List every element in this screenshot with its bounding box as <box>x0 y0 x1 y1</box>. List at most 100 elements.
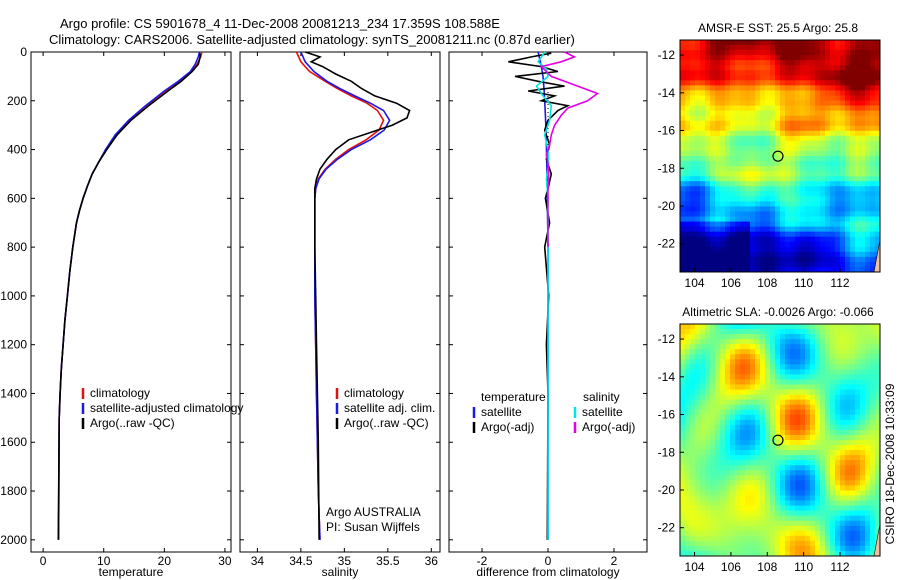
heatmap-cell <box>805 176 811 182</box>
heatmap-cell <box>810 120 816 127</box>
heatmap-cell <box>730 156 736 162</box>
heatmap-cell <box>740 455 746 461</box>
heatmap-cell <box>790 75 796 81</box>
heatmap-cell <box>870 176 876 182</box>
heatmap-cell <box>735 236 741 243</box>
heatmap-cell <box>865 445 871 451</box>
heatmap-cell <box>810 379 816 385</box>
heatmap-cell <box>865 485 871 491</box>
heatmap-cell <box>775 95 781 101</box>
heatmap-cell <box>765 181 771 187</box>
heatmap-cell <box>680 156 686 162</box>
heatmap-cell <box>870 475 876 481</box>
heatmap-cell <box>715 429 721 436</box>
heatmap-cell <box>835 429 841 436</box>
heatmap-cell <box>745 364 751 370</box>
heatmap-cell <box>790 440 796 446</box>
heatmap-cell <box>745 161 751 167</box>
heatmap-cell <box>770 455 776 461</box>
heatmap-cell <box>735 246 741 253</box>
heatmap-cell <box>800 261 806 268</box>
heatmap-cell <box>850 525 856 532</box>
heatmap-cell <box>695 545 701 552</box>
heatmap-cell <box>705 500 711 506</box>
heatmap-cell <box>750 475 756 481</box>
heatmap-cell <box>740 65 746 71</box>
heatmap-cell <box>800 206 806 212</box>
heatmap-cell <box>695 70 701 76</box>
heatmap-cell <box>825 344 831 350</box>
heatmap-cell <box>795 125 801 132</box>
heatmap-cell <box>710 125 716 132</box>
heatmap-cell <box>810 550 816 557</box>
heatmap-cell <box>785 150 791 157</box>
heatmap-cell <box>855 485 861 491</box>
heatmap-cell <box>835 55 841 61</box>
heatmap-cell <box>780 115 786 122</box>
heatmap-cell <box>730 404 736 411</box>
heatmap-cell <box>865 186 871 192</box>
heatmap-cell <box>725 110 731 117</box>
heatmap-cell <box>750 191 756 197</box>
heatmap-cell <box>715 216 721 222</box>
heatmap-cell <box>840 369 846 375</box>
heatmap-cell <box>840 545 846 552</box>
heatmap-cell <box>835 545 841 552</box>
heatmap-cell <box>830 490 836 496</box>
heatmap-cell <box>805 125 811 132</box>
heatmap-cell <box>815 256 821 263</box>
heatmap-cell <box>695 495 701 501</box>
heatmap-cell <box>680 256 686 263</box>
heatmap-cell <box>810 520 816 527</box>
heatmap-cell <box>775 196 781 202</box>
heatmap-cell <box>730 515 736 522</box>
heatmap-cell <box>770 500 776 506</box>
heatmap-cell <box>875 530 881 537</box>
heatmap-cell <box>725 429 731 436</box>
heatmap-cell <box>810 40 816 46</box>
heatmap-cell <box>850 135 856 142</box>
heatmap-cell <box>835 329 841 335</box>
heatmap-cell <box>690 429 696 436</box>
heatmap-cell <box>800 130 806 137</box>
heatmap-cell <box>765 495 771 501</box>
heatmap-cell <box>790 115 796 122</box>
heatmap-cell <box>725 256 731 263</box>
heatmap-cell <box>825 525 831 532</box>
heatmap-cell <box>830 540 836 547</box>
heatmap-cell <box>760 535 766 542</box>
heatmap-cell <box>745 226 751 233</box>
heatmap-cell <box>750 60 756 66</box>
heatmap-cell <box>735 40 741 46</box>
heatmap-cell <box>870 236 876 243</box>
heatmap-cell <box>805 545 811 552</box>
heatmap-cell <box>720 186 726 192</box>
heatmap-cell <box>755 334 761 340</box>
heatmap-cell <box>710 374 716 380</box>
heatmap-cell <box>860 510 866 517</box>
heatmap-cell <box>730 424 736 431</box>
heatmap-cell <box>860 211 866 217</box>
heatmap-cell <box>820 369 826 375</box>
y-tick-label: -16 <box>658 408 676 422</box>
heatmap-cell <box>815 150 821 157</box>
heatmap-cell <box>820 424 826 431</box>
heatmap-cell <box>700 226 706 233</box>
heatmap-cell <box>860 261 866 268</box>
heatmap-cell <box>735 50 741 56</box>
heatmap-cell <box>765 45 771 51</box>
heatmap-cell <box>730 379 736 385</box>
heatmap-cell <box>750 226 756 233</box>
heatmap-cell <box>755 434 761 441</box>
heatmap-cell <box>800 455 806 461</box>
heatmap-cell <box>860 359 866 365</box>
heatmap-cell <box>680 324 686 330</box>
heatmap-cell <box>805 80 811 86</box>
heatmap-cell <box>835 90 841 96</box>
heatmap-cell <box>810 80 816 86</box>
heatmap-cell <box>730 110 736 117</box>
heatmap-cell <box>815 45 821 51</box>
heatmap-cell <box>855 80 861 86</box>
heatmap-cell <box>740 334 746 340</box>
heatmap-cell <box>830 500 836 506</box>
